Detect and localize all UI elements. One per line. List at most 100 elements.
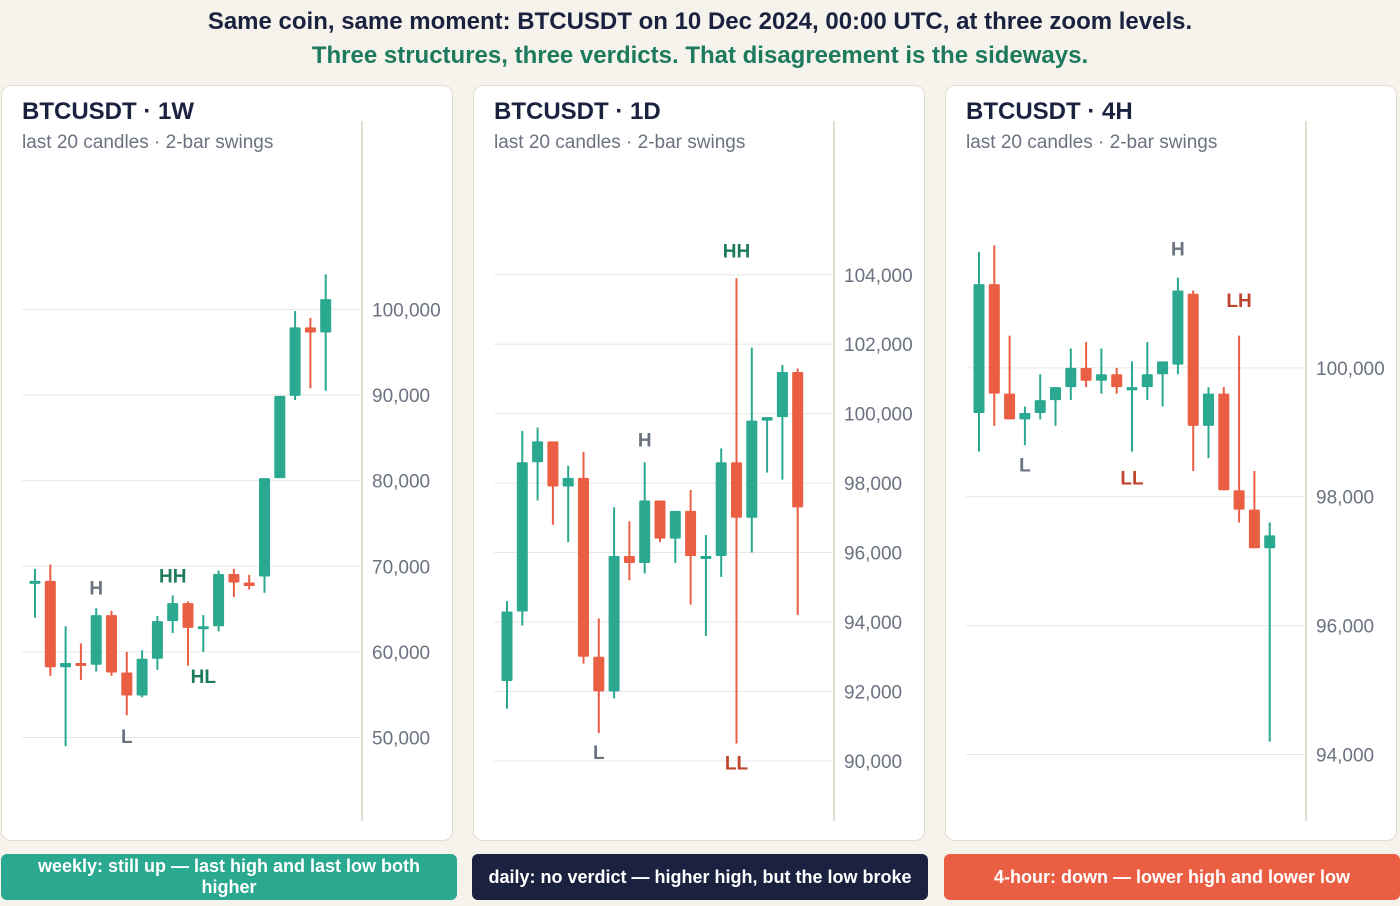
candle [60,626,72,747]
candle-body [75,663,87,667]
candle-body [776,371,788,418]
candle-body [29,580,41,584]
candle [29,568,41,618]
swing-label: H [89,579,103,600]
candle [1218,387,1230,491]
candle [1080,342,1092,388]
candle-body [973,284,985,413]
candle [1203,387,1214,459]
candle-body [228,573,240,583]
y-tick-label: 90,000 [372,386,430,407]
candle-body [121,672,133,696]
candle [136,650,148,698]
candle [182,601,194,666]
candle-body [320,299,332,333]
candle-body [182,603,194,628]
chart-4h-svg: 94,000 96,000 98,000 100,000 H L LH LL [966,121,1385,821]
candle [623,521,635,581]
chart-panel-4h: 94,000 96,000 98,000 100,000 H L LH LL BTCUSDT … [945,85,1397,841]
candle-body [700,556,712,559]
candle [1126,361,1138,452]
candle-body [1095,374,1107,381]
y-tick-label: 50,000 [372,729,430,750]
verdict-4h: 4-hour: down — lower high and lower low [944,854,1400,900]
candle-body [44,580,56,668]
swing-label: H [638,431,652,452]
candle [1111,367,1123,394]
swing-label: HH [159,567,186,588]
candle-body [304,327,316,333]
candle-body [685,510,697,556]
candle-body [532,441,544,463]
candle-body [1126,387,1138,391]
candle [1095,348,1107,394]
candle-body [106,615,117,673]
candle [151,615,163,670]
candle [274,395,286,479]
candle-body [562,477,574,487]
candle [1065,348,1077,401]
candle [121,651,133,716]
swing-label: HL [191,667,217,688]
candle [562,465,574,543]
chart-subtitle: last 20 candles · 2-bar swings [966,132,1218,153]
candle-body [1034,400,1046,413]
candle [516,431,528,626]
candle [304,317,316,389]
candle-body [1203,393,1214,426]
figure-subtitle: Three structures, three verdicts. That d… [311,42,1089,69]
y-tick-label: 98,000 [844,474,902,495]
verdict-weekly: weekly: still up — last high and last lo… [1,854,457,900]
candle [44,564,56,676]
candle [1172,277,1184,375]
candle-body [1019,412,1031,420]
y-tick-label: 102,000 [844,335,913,356]
candle [320,274,332,391]
y-tick-label: 100,000 [1316,359,1385,380]
y-tick-label: 100,000 [844,405,913,426]
y-tick-label: 90,000 [844,752,902,773]
candle [1050,387,1061,426]
chart-daily-svg: 90,000 92,000 94,000 96,000 98,000 100,000 102… [494,121,913,821]
candle [90,608,102,672]
candle-body [1233,490,1245,510]
candle [197,615,209,652]
figure-title: Same coin, same moment: BTCUSDT on 10 De… [207,8,1193,35]
candle-body [501,611,513,681]
y-tick-label: 94,000 [1316,745,1374,766]
chart-title: BTCUSDT · 1D [494,98,661,125]
candle [1141,342,1153,401]
candle-body [623,556,635,563]
candle-body [1264,535,1276,549]
y-tick-label: 96,000 [1316,617,1374,638]
candle [1264,522,1276,742]
candle [700,535,712,636]
candle [1248,470,1260,549]
candle [578,451,589,664]
candle [608,507,620,699]
candle-body [578,477,589,657]
candle-body [988,284,1000,394]
candle [501,601,513,709]
candle-body [639,500,651,563]
candle-body [1157,361,1169,375]
swing-label: LH [1226,291,1251,312]
candle [988,245,1000,426]
candle [685,490,697,605]
swing-label: L [1019,456,1031,477]
y-tick-label: 98,000 [1316,488,1374,509]
candle [731,278,742,744]
candle-body [197,626,209,630]
chart-subtitle: last 20 candles · 2-bar swings [494,132,746,153]
candle [669,510,681,563]
candle-body [1218,393,1230,491]
candle [167,595,179,634]
candle [1187,290,1199,471]
y-tick-label: 104,000 [844,266,913,287]
candle-body [547,441,559,487]
candle [228,568,240,598]
candle-body [213,573,225,627]
candle-body [746,420,758,518]
candle [1233,335,1245,523]
candle [973,251,985,452]
